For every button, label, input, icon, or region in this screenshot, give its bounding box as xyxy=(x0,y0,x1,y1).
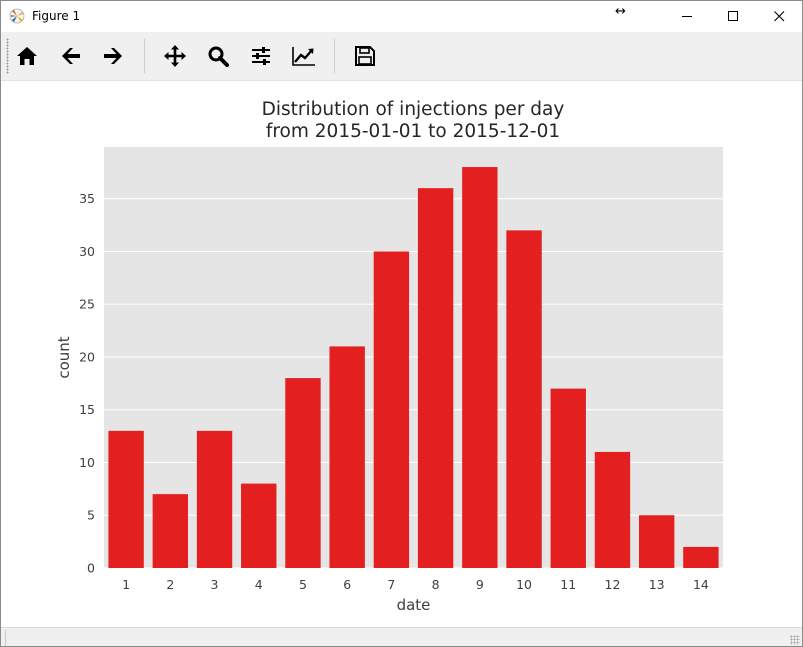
resize-icon: ↔ xyxy=(615,4,626,19)
bar xyxy=(417,188,454,568)
x-tick-label: 14 xyxy=(693,577,709,592)
toolbar-grip[interactable] xyxy=(6,38,9,74)
home-button[interactable] xyxy=(12,41,42,71)
status-bar-divider xyxy=(5,630,6,646)
bar xyxy=(594,451,631,568)
sliders-icon xyxy=(252,47,270,65)
x-tick-label: 9 xyxy=(476,577,484,592)
magnifier-icon xyxy=(208,46,229,67)
bar xyxy=(241,483,277,568)
status-bar xyxy=(1,627,802,646)
y-tick-label: 10 xyxy=(79,455,95,470)
y-tick-label: 20 xyxy=(79,349,95,364)
zoom-button[interactable] xyxy=(203,41,233,71)
x-tick-label: 5 xyxy=(299,577,307,592)
bar xyxy=(462,167,498,569)
y-axis-label: count xyxy=(55,336,73,378)
maximize-icon xyxy=(728,11,738,21)
move-icon xyxy=(164,45,186,67)
x-tick-label: 4 xyxy=(255,577,263,592)
pan-button[interactable] xyxy=(160,41,190,71)
x-tick-label: 6 xyxy=(343,577,351,592)
bar xyxy=(373,251,410,568)
bar xyxy=(683,546,719,568)
y-tick-label: 35 xyxy=(79,191,95,206)
size-grip-icon[interactable] xyxy=(790,635,800,645)
minimize-icon xyxy=(682,16,692,17)
navigation-toolbar xyxy=(1,32,802,81)
bar xyxy=(196,430,233,568)
chart-title-line-2: from 2015-01-01 to 2015-12-01 xyxy=(266,121,560,142)
configure-subplots-button[interactable] xyxy=(246,41,276,71)
bar xyxy=(550,388,586,568)
x-tick-label: 10 xyxy=(516,577,532,592)
bar xyxy=(506,230,542,568)
x-axis-label: date xyxy=(397,596,431,614)
y-tick-label: 15 xyxy=(79,402,95,417)
toolbar-separator xyxy=(334,39,335,73)
y-tick-label: 30 xyxy=(79,244,95,259)
arrow-right-icon xyxy=(104,48,122,64)
toolbar-separator xyxy=(144,39,145,73)
maximize-button[interactable] xyxy=(710,1,756,32)
save-button[interactable] xyxy=(350,41,380,71)
title-bar[interactable]: Figure 1 ↔ xyxy=(1,1,802,32)
forward-button[interactable] xyxy=(98,41,128,71)
line-chart-icon xyxy=(292,47,315,66)
edit-axis-button[interactable] xyxy=(289,41,319,71)
matplotlib-app-icon xyxy=(9,8,25,24)
figure-canvas[interactable]: Distribution of injections per day from … xyxy=(1,81,802,627)
window-title: Figure 1 xyxy=(32,9,81,23)
chart-title-line-1: Distribution of injections per day xyxy=(262,99,565,120)
bar xyxy=(108,430,144,568)
x-tick-label: 3 xyxy=(211,577,219,592)
bar-chart: Distribution of injections per day from … xyxy=(55,99,723,614)
y-tick-label: 25 xyxy=(79,297,95,312)
floppy-disk-icon xyxy=(355,46,375,66)
back-button[interactable] xyxy=(56,41,86,71)
bar xyxy=(638,515,675,568)
x-tick-label: 2 xyxy=(166,577,174,592)
bar xyxy=(152,494,189,568)
bar xyxy=(285,378,321,568)
close-icon xyxy=(774,11,785,22)
bar xyxy=(329,346,365,568)
y-tick-label: 0 xyxy=(87,561,95,576)
x-tick-label: 11 xyxy=(560,577,576,592)
x-tick-label: 13 xyxy=(649,577,665,592)
y-tick-label: 5 xyxy=(87,508,95,523)
arrow-left-icon xyxy=(62,48,80,64)
home-icon xyxy=(17,47,37,65)
x-tick-label: 8 xyxy=(432,577,440,592)
x-tick-label: 1 xyxy=(122,577,130,592)
minimize-button[interactable] xyxy=(664,1,710,32)
x-tick-label: 12 xyxy=(605,577,621,592)
x-tick-label: 7 xyxy=(387,577,395,592)
close-button[interactable] xyxy=(756,1,802,32)
